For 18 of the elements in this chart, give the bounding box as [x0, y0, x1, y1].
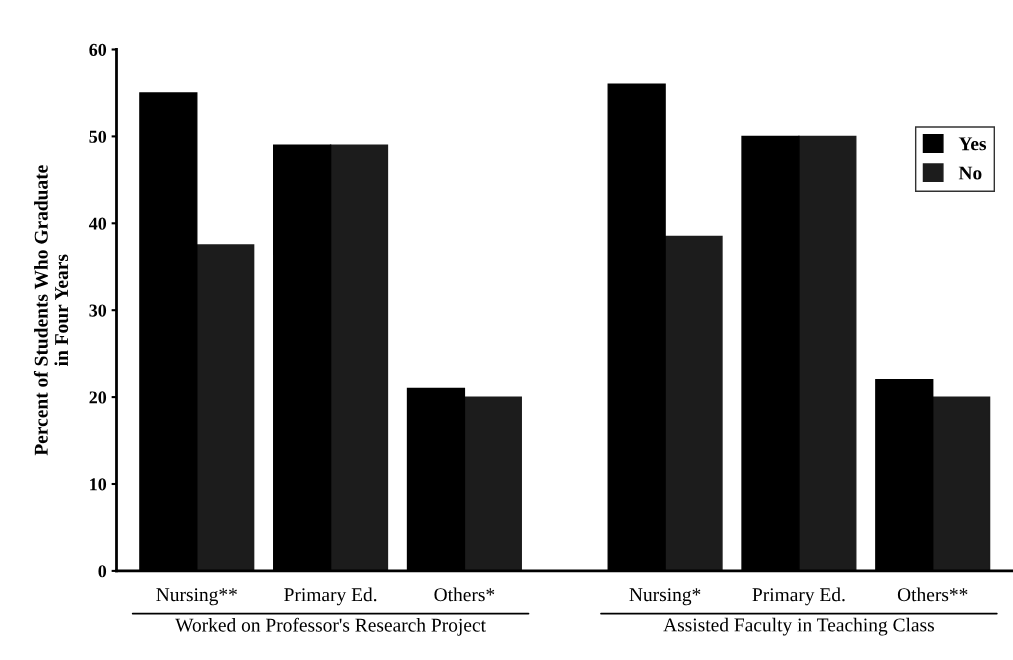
y-axis-title: Percent of Students Who Graduate in Four Years — [33, 165, 69, 456]
y-tick-label: 40 — [88, 217, 107, 230]
x-tick-label: Nursing* — [629, 588, 701, 606]
x-tick-label: Others** — [897, 587, 968, 602]
legend-label: Yes — [958, 137, 987, 151]
y-tick-label: 30 — [89, 304, 107, 317]
y-tick-label: 0 — [98, 565, 107, 578]
y-tick-label: 60 — [89, 43, 107, 56]
x-tick-label: Others* — [434, 587, 495, 602]
x-tick-label: Primary Ed. — [284, 587, 377, 606]
text: Assisted Faculty in Teaching Class — [663, 617, 934, 636]
y-tick-label: 20 — [89, 391, 107, 404]
y-tick-label: 50 — [89, 130, 107, 143]
x-tick-label: Primary Ed. — [752, 587, 845, 606]
text: Worked on Professor's Research Project — [175, 617, 486, 636]
legend-label: No — [958, 166, 982, 180]
x-tick-label: Nursing** — [156, 588, 237, 606]
y-tick-label: 10 — [90, 478, 107, 491]
